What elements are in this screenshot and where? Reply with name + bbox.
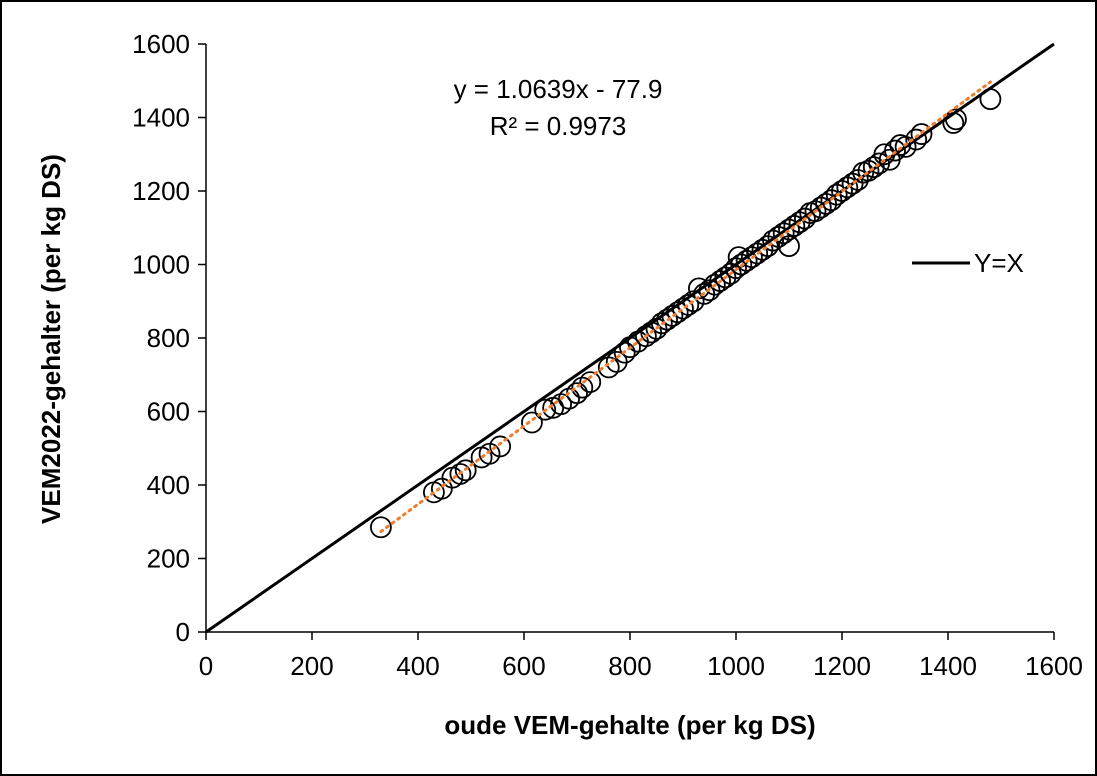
trendline bbox=[381, 82, 991, 532]
y-tick-label: 1000 bbox=[132, 250, 190, 280]
x-tick-label: 600 bbox=[502, 651, 545, 681]
y-tick-label: 800 bbox=[147, 323, 190, 353]
y-tick-label: 0 bbox=[176, 617, 190, 647]
legend-label: Y=X bbox=[974, 248, 1024, 278]
trendline-equation: y = 1.0639x - 77.9 bbox=[454, 74, 663, 104]
x-tick-label: 1400 bbox=[919, 651, 977, 681]
y-tick-label: 600 bbox=[147, 397, 190, 427]
x-tick-label: 400 bbox=[396, 651, 439, 681]
x-axis-title: oude VEM-gehalte (per kg DS) bbox=[444, 710, 815, 740]
trendline-group bbox=[381, 82, 991, 532]
x-tick-label: 0 bbox=[199, 651, 213, 681]
x-tick-label: 1200 bbox=[813, 651, 871, 681]
legend: Y=X bbox=[912, 248, 1024, 278]
x-tick-label: 1600 bbox=[1025, 651, 1083, 681]
y-axis-title: VEM2022-gehalter (per kg DS) bbox=[36, 154, 66, 524]
r-squared-label: R² = 0.9973 bbox=[490, 111, 627, 141]
x-tick-label: 800 bbox=[608, 651, 651, 681]
y-tick-label: 1400 bbox=[132, 103, 190, 133]
y-tick-label: 200 bbox=[147, 544, 190, 574]
x-tick-label: 200 bbox=[290, 651, 333, 681]
y-tick-label: 400 bbox=[147, 470, 190, 500]
y-tick-label: 1600 bbox=[132, 29, 190, 59]
data-point bbox=[980, 89, 1000, 109]
x-tick-label: 1000 bbox=[707, 651, 765, 681]
y-tick-label: 1200 bbox=[132, 176, 190, 206]
